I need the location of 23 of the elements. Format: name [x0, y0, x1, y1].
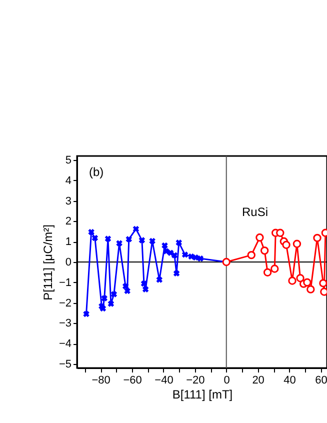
- y-axis-title: P[111] [μC/m²]: [40, 224, 55, 300]
- annotation: (b): [89, 165, 104, 179]
- y-tick-label: −5: [58, 358, 72, 370]
- x-tick-label: 20: [252, 374, 264, 386]
- y-tick-label: −1: [58, 276, 72, 289]
- y-tick-label: 5: [65, 154, 72, 167]
- y-tick-label: 0: [65, 256, 72, 268]
- x-tick-label: −20: [186, 374, 205, 386]
- x-tick-label: 0: [224, 374, 230, 386]
- x-axis-title: B[111] [mT]: [172, 388, 233, 402]
- x-tick-label: 60: [315, 374, 327, 386]
- y-tick-label: −4: [58, 338, 72, 350]
- y-tick-label: 3: [65, 195, 72, 208]
- y-tick-label: 2: [65, 216, 72, 228]
- x-tick-label: −40: [154, 374, 174, 386]
- annotation: RuSi: [242, 205, 268, 219]
- y-tick-label: 4: [65, 174, 72, 187]
- x-tick-label: 40: [284, 374, 296, 386]
- y-tick-label: −3: [58, 318, 72, 330]
- y-tick-label: −2: [58, 297, 72, 310]
- x-tick-label: −80: [92, 374, 110, 386]
- x-tick-label: −60: [123, 374, 142, 386]
- y-tick-label: 1: [65, 236, 72, 248]
